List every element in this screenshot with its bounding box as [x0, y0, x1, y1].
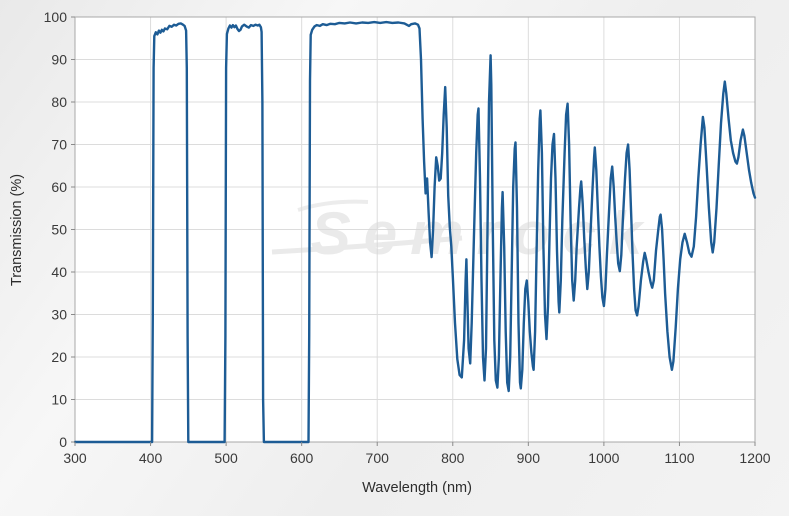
- y-tick-label: 10: [51, 392, 67, 408]
- transmission-curve: [73, 20, 757, 444]
- x-tick-label: 500: [214, 450, 238, 466]
- y-tick-label: 50: [51, 222, 67, 238]
- x-tick-label: 600: [290, 450, 314, 466]
- y-axis-title: Transmission (%): [9, 174, 25, 286]
- watermark: Semrock: [271, 199, 655, 267]
- x-tick-label: 300: [63, 450, 87, 466]
- y-tick-label: 60: [51, 179, 67, 195]
- y-tick-label: 90: [51, 52, 67, 68]
- y-tick-label: 70: [51, 137, 67, 153]
- x-axis-title: Wavelength (nm): [362, 480, 472, 496]
- y-tick-label: 40: [51, 264, 67, 280]
- y-tick-label: 80: [51, 94, 67, 110]
- x-tick-label: 700: [366, 450, 390, 466]
- axis-ticks: [71, 16, 756, 446]
- x-tick-label: 1200: [739, 450, 770, 466]
- y-tick-label: 100: [44, 9, 68, 25]
- y-tick-label: 0: [59, 434, 67, 450]
- x-tick-label: 1100: [664, 450, 694, 466]
- x-tick-label: 400: [139, 450, 163, 466]
- y-tick-label: 30: [51, 307, 67, 323]
- x-tick-label: 800: [441, 450, 465, 466]
- axis-tick-labels: 300 400 500 600 700 800 900 1000 1100 1200 0 10 20 30…: [44, 9, 771, 466]
- watermark-text: Semrock: [311, 200, 655, 267]
- x-tick-label: 1000: [588, 450, 619, 466]
- watermark-swoosh-top-icon: [297, 199, 369, 212]
- x-tick-label: 900: [517, 450, 541, 466]
- watermark-swoosh-icon: [271, 235, 463, 255]
- y-tick-label: 20: [51, 349, 67, 365]
